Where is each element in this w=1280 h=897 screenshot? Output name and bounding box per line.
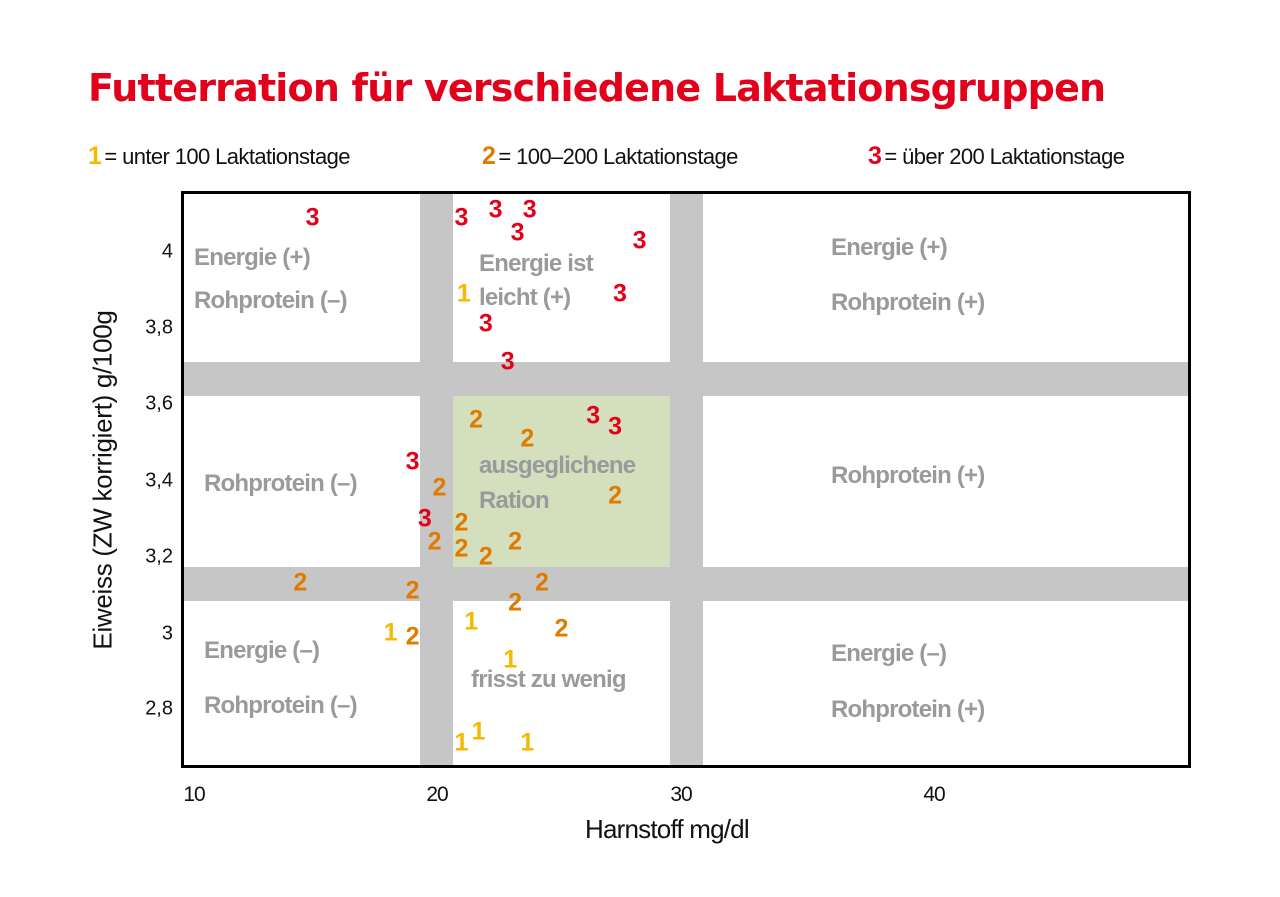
- data-point-group-2: 2: [293, 568, 308, 597]
- chart-title: Futterration für verschiedene Laktations…: [88, 66, 1106, 110]
- data-point-group-2: 2: [405, 622, 420, 651]
- plot-area: Energie (+) Rohprotein (–) Energie ist l…: [181, 191, 1191, 768]
- legend-symbol-2: 2: [482, 142, 496, 170]
- legend-item-group-3: 3 = über 200 Laktationstage: [868, 142, 1125, 171]
- zone-label-top-middle-2: leicht (+): [479, 284, 571, 311]
- zone-label-top-right-2: Rohprotein (+): [831, 289, 985, 316]
- zone-label-top-middle-1: Energie ist: [479, 250, 594, 277]
- zone-label-mid-left: Rohprotein (–): [204, 470, 358, 497]
- data-point-group-3: 3: [454, 203, 469, 232]
- x-tick: 40: [923, 783, 945, 806]
- data-point-group-2: 2: [508, 527, 523, 556]
- zone-label-bottom-middle: frisst zu wenig: [471, 666, 627, 693]
- data-point-group-1: 1: [464, 607, 479, 636]
- data-point-group-3: 3: [405, 447, 420, 476]
- data-point-group-2: 2: [534, 568, 549, 597]
- zone-label-bottom-left-1: Energie (–): [204, 637, 320, 664]
- data-point-group-2: 2: [454, 508, 469, 536]
- data-point-group-1: 1: [383, 618, 398, 647]
- data-point-group-2: 2: [427, 527, 442, 556]
- y-tick: 4: [161, 240, 173, 263]
- data-point-group-1: 1: [471, 717, 486, 746]
- y-axis-label: Eiweiss (ZW korrigiert) g/100g: [87, 310, 118, 650]
- data-point-group-2: 2: [478, 542, 493, 571]
- legend-label-1: = unter 100 Laktationstage: [104, 144, 350, 169]
- vertical-band-urea-high: [670, 194, 703, 765]
- x-tick: 10: [183, 783, 205, 806]
- x-tick: 30: [670, 783, 692, 806]
- data-point-group-2: 2: [608, 481, 623, 510]
- data-point-group-2: 2: [454, 534, 469, 563]
- x-tick: 20: [426, 783, 448, 806]
- y-tick: 3,8: [145, 316, 173, 339]
- horizontal-band-protein-high: [184, 362, 1188, 396]
- data-point-group-3: 3: [510, 218, 525, 247]
- legend-label-3: = über 200 Laktationstage: [884, 144, 1125, 169]
- data-point-group-1: 1: [503, 645, 518, 674]
- legend-item-group-1: 1 = unter 100 Laktationstage: [88, 142, 350, 171]
- data-point-group-2: 2: [469, 405, 483, 434]
- legend-label-2: = 100–200 Laktationstage: [498, 144, 738, 169]
- data-point-group-2: 2: [508, 588, 523, 617]
- legend-symbol-3: 3: [868, 142, 882, 170]
- vertical-band-urea-low: [420, 194, 453, 765]
- data-point-group-2: 2: [405, 576, 420, 605]
- data-point-group-3: 3: [488, 195, 503, 224]
- balanced-ration-zone: [453, 396, 670, 567]
- zone-label-bottom-right-2: Rohprotein (+): [831, 696, 985, 723]
- y-tick: 3: [161, 622, 173, 645]
- y-tick: 3,2: [145, 545, 173, 568]
- data-point-group-3: 3: [522, 195, 537, 224]
- data-point-group-3: 3: [500, 347, 515, 376]
- data-point-group-1: 1: [520, 728, 535, 757]
- data-point-group-3: 3: [608, 412, 623, 441]
- legend-symbol-1: 1: [88, 142, 102, 170]
- zone-label-mid-middle-1: ausgeglichene: [479, 452, 636, 479]
- zone-label-bottom-right-1: Energie (–): [831, 640, 947, 667]
- data-point-group-3: 3: [632, 226, 647, 255]
- zone-label-top-right-1: Energie (+): [831, 234, 948, 261]
- data-point-group-1: 1: [454, 728, 469, 757]
- legend-item-group-2: 2 = 100–200 Laktationstage: [482, 142, 738, 171]
- data-point-group-3: 3: [305, 203, 320, 232]
- y-tick: 3,6: [145, 392, 173, 415]
- data-point-group-2: 2: [520, 424, 535, 453]
- y-tick: 2,8: [145, 697, 173, 720]
- zone-label-mid-right: Rohprotein (+): [831, 462, 985, 489]
- data-point-group-2: 2: [432, 473, 447, 502]
- data-point-group-3: 3: [417, 504, 432, 533]
- zone-label-top-left-2: Rohprotein (–): [194, 287, 348, 314]
- data-point-group-3: 3: [586, 401, 601, 430]
- data-point-group-3: 3: [613, 279, 627, 308]
- data-point-group-1: 1: [456, 279, 471, 308]
- horizontal-band-protein-low: [184, 567, 1188, 601]
- zone-label-mid-middle-2: Ration: [479, 487, 550, 514]
- y-tick: 3,4: [145, 469, 173, 492]
- zone-label-bottom-left-2: Rohprotein (–): [204, 692, 358, 719]
- data-point-group-2: 2: [554, 614, 569, 643]
- data-point-group-3: 3: [478, 309, 493, 338]
- zone-label-top-left-1: Energie (+): [194, 244, 311, 271]
- x-axis-label: Harnstoff mg/dl: [585, 814, 750, 844]
